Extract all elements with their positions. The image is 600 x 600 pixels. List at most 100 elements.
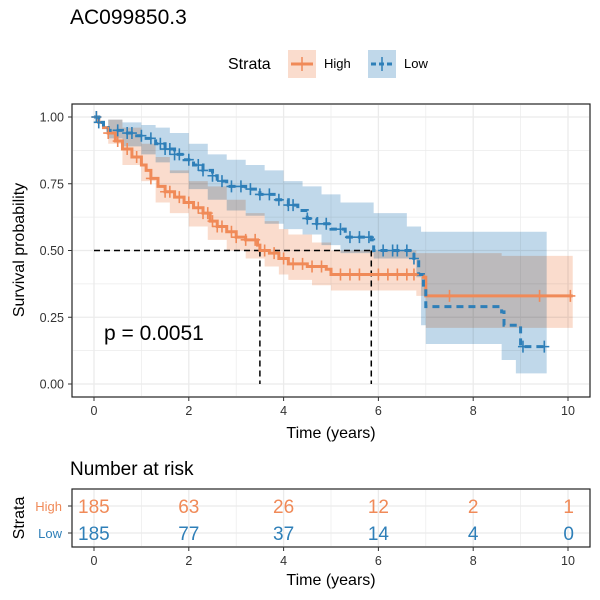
- legend: Strata High Low: [228, 50, 428, 78]
- censor-mark-high: [112, 135, 123, 148]
- censor-mark-high: [373, 268, 384, 281]
- y-tick-label: 0.00: [40, 378, 64, 392]
- censor-mark-high: [183, 196, 194, 209]
- censor-mark-low: [207, 169, 218, 182]
- censor-mark-high: [193, 201, 204, 214]
- censor-mark-low: [517, 340, 528, 353]
- risk-table-strata-ticks: High Low: [35, 499, 72, 541]
- censor-mark-low: [273, 193, 284, 206]
- censor-mark-high: [103, 127, 114, 140]
- censor-mark-high: [174, 191, 185, 204]
- risk-value-low: 77: [178, 524, 199, 545]
- legend-label-high: High: [324, 56, 351, 71]
- censor-mark-high: [307, 260, 318, 273]
- censor-mark-low: [216, 175, 227, 188]
- x-tick-label: 6: [375, 404, 382, 418]
- censor-mark-high: [565, 289, 576, 302]
- risk-x-tick-label: 0: [91, 554, 98, 568]
- censor-mark-low: [226, 180, 237, 193]
- risk-x-axis-label: Time (years): [286, 572, 375, 589]
- censor-mark-high: [344, 268, 355, 281]
- risk-value-high: 12: [368, 497, 389, 518]
- risk-x-tick-label: 10: [561, 554, 575, 568]
- y-tick-label: 1.00: [40, 111, 64, 125]
- censor-mark-high: [408, 268, 419, 281]
- legend-item-low: Low: [368, 50, 428, 78]
- censor-mark-low: [264, 188, 275, 201]
- censor-mark-low: [136, 129, 147, 142]
- y-axis-ticks: 0.00 0.25 0.50 0.75 1.00: [40, 111, 72, 392]
- censor-mark-low: [335, 223, 346, 236]
- censor-marks: [91, 111, 576, 353]
- risk-table-title: Number at risk: [70, 459, 194, 480]
- risk-value-low: 0: [563, 524, 574, 545]
- chart-title: AC099850.3: [70, 6, 187, 29]
- censor-mark-high: [444, 289, 455, 302]
- censor-mark-high: [122, 143, 133, 156]
- x-tick-label: 2: [185, 404, 192, 418]
- censor-mark-high: [354, 268, 365, 281]
- confidence-band-low: [94, 117, 547, 374]
- censor-mark-low: [245, 183, 256, 196]
- censor-mark-low: [344, 231, 355, 244]
- legend-label-low: Low: [404, 56, 428, 71]
- censor-mark-low: [288, 199, 299, 212]
- risk-y-axis-label: Strata: [11, 497, 28, 540]
- risk-value-low: 14: [368, 524, 390, 545]
- x-tick-label: 10: [561, 404, 575, 418]
- censor-mark-low: [408, 252, 419, 265]
- censor-mark-low: [401, 244, 412, 257]
- risk-value-low: 4: [468, 524, 479, 545]
- censor-mark-high: [297, 257, 308, 270]
- y-tick-label: 0.75: [40, 177, 64, 191]
- risk-table-panel: 185 63 26 12 2 1 185 77 37 14 4 0 High Low 0 2 4 6 8 10: [35, 488, 591, 568]
- censor-mark-low: [91, 111, 102, 123]
- censor-mark-low: [539, 340, 550, 353]
- censor-mark-high: [316, 260, 327, 273]
- censor-mark-low: [155, 137, 166, 150]
- legend-title: Strata: [228, 56, 271, 73]
- censor-mark-high: [164, 185, 175, 198]
- x-tick-label: 0: [91, 404, 98, 418]
- x-axis-ticks: 0 2 4 6 8 10: [91, 397, 575, 418]
- risk-value-high: 185: [78, 497, 110, 518]
- censor-mark-high: [131, 151, 142, 164]
- censor-mark-high: [382, 268, 393, 281]
- censor-mark-low: [126, 127, 137, 140]
- censor-mark-low: [354, 231, 365, 244]
- censor-mark-low: [174, 148, 185, 161]
- legend-item-high: High: [288, 50, 351, 78]
- risk-value-high: 1: [563, 497, 574, 518]
- risk-value-low: 185: [78, 524, 110, 545]
- risk-value-low: 37: [273, 524, 294, 545]
- censor-mark-low: [254, 188, 265, 201]
- risk-table-values: 185 63 26 12 2 1 185 77 37 14 4 0: [78, 497, 574, 545]
- y-tick-label: 0.25: [40, 311, 64, 325]
- censor-mark-high: [240, 233, 251, 246]
- x-tick-label: 8: [470, 404, 477, 418]
- censor-mark-low: [198, 164, 209, 177]
- risk-value-high: 63: [178, 497, 199, 518]
- censor-mark-low: [378, 244, 389, 257]
- censor-mark-low: [311, 217, 322, 230]
- median-survival-lines: [94, 249, 373, 384]
- risk-value-high: 26: [273, 497, 294, 518]
- risk-strata-label-low: Low: [38, 526, 62, 541]
- risk-x-tick-label: 4: [280, 554, 287, 568]
- censor-mark-low: [235, 180, 246, 193]
- confidence-bands: [94, 117, 573, 374]
- censor-mark-high: [534, 289, 545, 302]
- censor-mark-low: [363, 231, 374, 244]
- censor-mark-low: [164, 143, 175, 156]
- risk-table-border: [71, 488, 591, 548]
- censor-mark-high: [335, 268, 346, 281]
- censor-mark-high: [226, 225, 237, 238]
- censor-mark-high: [207, 215, 218, 228]
- censor-mark-low: [145, 132, 156, 145]
- censor-mark-low: [193, 159, 204, 172]
- censor-mark-high: [392, 268, 403, 281]
- risk-x-tick-label: 8: [470, 554, 477, 568]
- survival-curve-low: [94, 115, 547, 349]
- risk-table-x-ticks: 0 2 4 6 8 10: [91, 547, 575, 568]
